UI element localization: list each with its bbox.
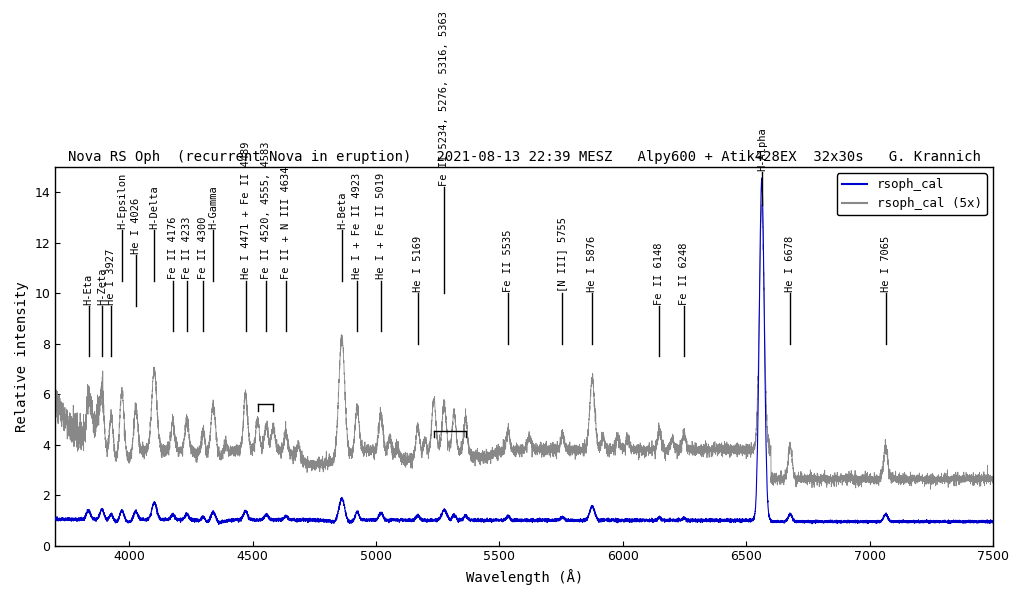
Text: H-Beta: H-Beta: [337, 191, 347, 229]
Text: Fe II 6248: Fe II 6248: [679, 242, 689, 305]
Text: Fe II + N III 4634: Fe II + N III 4634: [281, 167, 291, 279]
Text: Fe II 4176: Fe II 4176: [168, 217, 178, 279]
Text: Fe II 4520, 4555, 4583: Fe II 4520, 4555, 4583: [261, 142, 271, 279]
Title: Nova RS Oph  (recurrent Nova in eruption)   2021-08-13 22:39 MESZ   Alpy600 + At: Nova RS Oph (recurrent Nova in eruption)…: [68, 151, 981, 164]
Text: He I 7065: He I 7065: [881, 236, 891, 292]
X-axis label: Wavelength (Å): Wavelength (Å): [466, 569, 583, 585]
Text: Fe II 5234, 5276, 5316, 5363: Fe II 5234, 5276, 5316, 5363: [439, 11, 450, 186]
Text: H-Delta: H-Delta: [150, 185, 160, 229]
Text: He I + Fe II 5019: He I + Fe II 5019: [376, 173, 386, 279]
Text: H-Epsilon: H-Epsilon: [117, 173, 127, 229]
Text: H-Gamma: H-Gamma: [208, 185, 218, 229]
Text: He I 4026: He I 4026: [131, 198, 140, 254]
Text: He I 5876: He I 5876: [587, 236, 597, 292]
Text: H-Zeta: H-Zeta: [97, 267, 106, 305]
Text: Fe II 5535: Fe II 5535: [503, 229, 513, 292]
Text: Fe II 4233: Fe II 4233: [182, 217, 191, 279]
Text: He I + Fe II 4923: He I + Fe II 4923: [352, 173, 362, 279]
Text: He I 4471 + Fe II 4489: He I 4471 + Fe II 4489: [241, 142, 251, 279]
Text: He I 5169: He I 5169: [413, 236, 423, 292]
Y-axis label: Relative intensity: Relative intensity: [15, 281, 29, 431]
Text: He I 6678: He I 6678: [785, 236, 796, 292]
Text: He I 3927: He I 3927: [106, 248, 117, 305]
Legend: rsoph_cal, rsoph_cal (5x): rsoph_cal, rsoph_cal (5x): [837, 173, 987, 215]
Text: Fe II 4300: Fe II 4300: [199, 217, 208, 279]
Text: H-Alpha: H-Alpha: [757, 127, 767, 170]
Text: Fe II 6148: Fe II 6148: [654, 242, 665, 305]
Text: H-Eta: H-Eta: [84, 273, 93, 305]
Text: [N III] 5755: [N III] 5755: [557, 217, 567, 292]
